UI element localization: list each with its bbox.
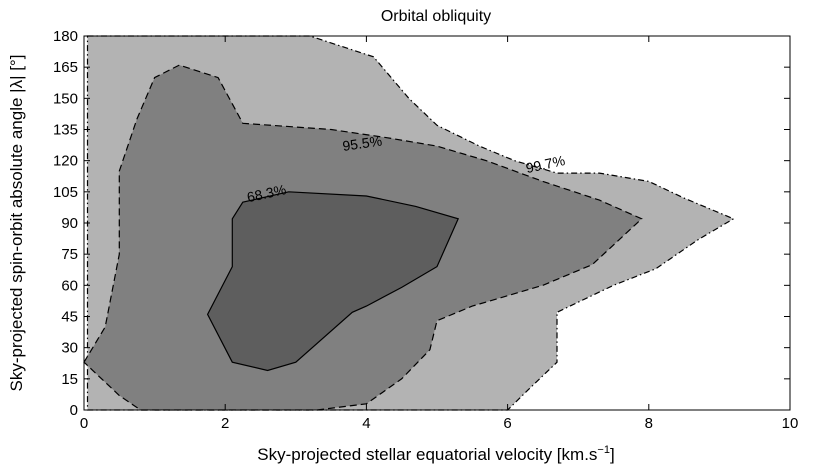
- y-tick-label: 105: [53, 184, 78, 201]
- y-axis-title: Sky-projected spin-orbit absolute angle …: [7, 55, 26, 392]
- y-tick-label: 60: [61, 277, 78, 294]
- x-tick-label: 2: [221, 415, 229, 432]
- contour-line-95-5: [83, 64, 643, 411]
- y-tick-label: 45: [61, 309, 78, 326]
- y-tick-label: 30: [61, 340, 78, 357]
- region-fill-68-3: [207, 191, 459, 371]
- y-tick-label: 150: [53, 90, 78, 107]
- y-tick-label: 135: [53, 122, 78, 139]
- plot-frame: [83, 35, 791, 411]
- x-tick-label: 0: [80, 415, 88, 432]
- y-tick-label: 90: [61, 215, 78, 232]
- y-tick-label: 180: [53, 28, 78, 45]
- axis-ticks: 0 2 4 6 8 10 0 15 30 45 60 75 90 105 120 135 150 165 180: [53, 28, 798, 432]
- y-tick-label: 15: [61, 371, 78, 388]
- y-tick-label: 120: [53, 153, 78, 170]
- contour-line-99-7: [86, 35, 735, 411]
- y-tick-label: 165: [53, 59, 78, 76]
- x-tick-label: 8: [645, 415, 653, 432]
- x-tick-label: 4: [362, 415, 370, 432]
- chart-title: Orbital obliquity: [381, 8, 491, 25]
- y-tick-label: 75: [61, 246, 78, 263]
- contour-line-68-3: [206, 191, 460, 372]
- x-tick-label: 10: [782, 415, 799, 432]
- x-tick-label: 6: [503, 415, 511, 432]
- confidence-regions: [83, 35, 735, 411]
- contour-label: 95.5%: [341, 133, 383, 154]
- x-axis-title: Sky-projected stellar equatorial velocit…: [257, 444, 614, 464]
- y-tick-label: 0: [70, 402, 78, 419]
